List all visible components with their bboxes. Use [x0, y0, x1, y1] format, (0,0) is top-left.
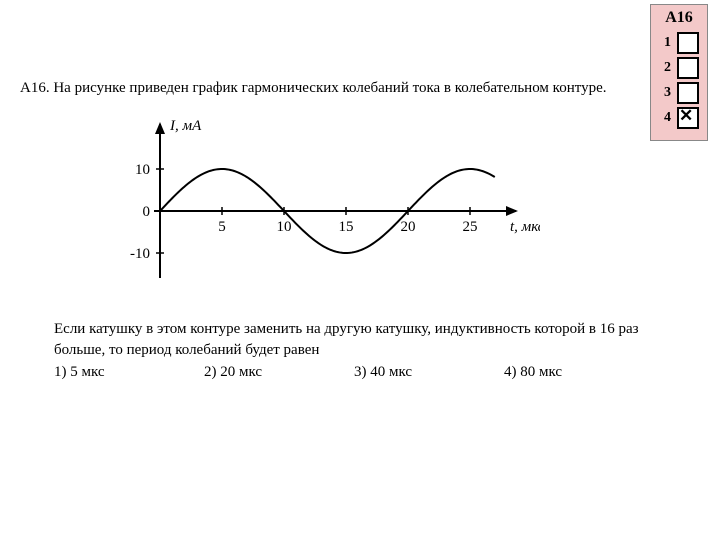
options-row: 1) 5 мкс 2) 20 мкс 3) 40 мкс 4) 80 мкс [20, 364, 640, 381]
answer-num: 4 [659, 110, 671, 126]
answer-box-header: A16 [659, 9, 699, 29]
svg-text:5: 5 [218, 219, 226, 235]
svg-text:-10: -10 [130, 246, 150, 262]
svg-text:0: 0 [143, 204, 151, 220]
option-3: 3) 40 мкс [354, 364, 504, 381]
problem-label: A16. [20, 80, 50, 96]
option-2: 2) 20 мкс [204, 364, 354, 381]
problem-after: Если катушку в этом контуре заменить на … [20, 319, 640, 360]
x-mark-icon: ✕ [679, 107, 693, 125]
svg-text:25: 25 [463, 219, 478, 235]
answer-row: 2 [659, 57, 699, 79]
answer-row: 1 [659, 32, 699, 54]
svg-text:15: 15 [339, 219, 354, 235]
answer-checkbox-2[interactable] [677, 57, 699, 79]
answer-checkbox-1[interactable] [677, 32, 699, 54]
answer-checkbox-3[interactable] [677, 82, 699, 104]
answer-num: 2 [659, 60, 671, 76]
oscillation-chart: -10 0 10 5 10 15 20 25 I, мА t, мкс [80, 116, 540, 296]
problem-intro: A16. На рисунке приведен график гармонич… [20, 78, 640, 98]
svg-text:I, мА: I, мА [169, 118, 202, 134]
chart-container: -10 0 10 5 10 15 20 25 I, мА t, мкс [80, 116, 640, 301]
option-1: 1) 5 мкс [54, 364, 204, 381]
svg-text:20: 20 [401, 219, 416, 235]
answer-box: A16 1 2 3 4 ✕ [650, 4, 708, 141]
svg-text:10: 10 [135, 162, 150, 178]
option-4: 4) 80 мкс [504, 364, 624, 381]
problem-intro-text: На рисунке приведен график гармонических… [53, 80, 606, 96]
svg-text:t, мкс: t, мкс [510, 219, 540, 235]
answer-row: 3 [659, 82, 699, 104]
answer-num: 3 [659, 85, 671, 101]
answer-checkbox-4[interactable]: ✕ [677, 107, 699, 129]
problem-block: A16. На рисунке приведен график гармонич… [20, 78, 640, 381]
svg-text:10: 10 [277, 219, 292, 235]
answer-row: 4 ✕ [659, 107, 699, 129]
answer-num: 1 [659, 35, 671, 51]
